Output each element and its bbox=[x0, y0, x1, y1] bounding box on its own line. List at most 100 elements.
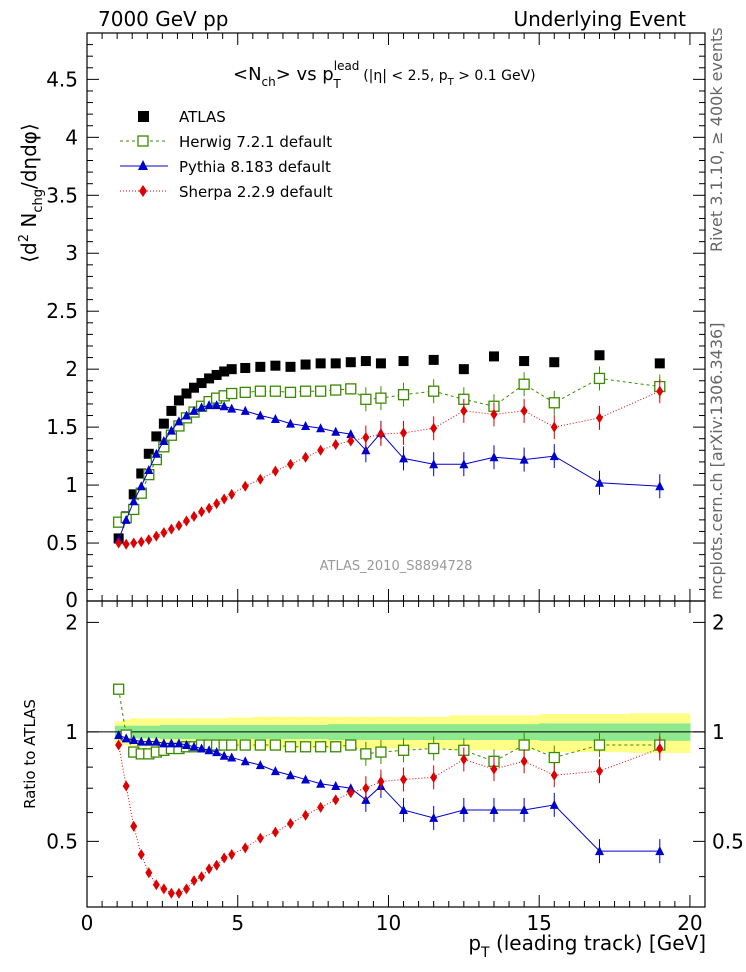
ratio-point-herwig bbox=[593, 739, 606, 751]
main-point-atlas bbox=[204, 373, 215, 384]
ratio-point-herwig bbox=[254, 739, 266, 751]
ratio-point-sherpa bbox=[190, 875, 198, 887]
main-point-atlas bbox=[360, 356, 371, 367]
main-point-pythia bbox=[212, 400, 222, 410]
main-point-sherpa bbox=[228, 488, 236, 500]
main-point-atlas bbox=[428, 354, 439, 365]
ratio-point-sherpa bbox=[302, 809, 310, 821]
side-text-rivet: Rivet 3.1.10, ≥ 400k events bbox=[707, 27, 726, 252]
main-point-herwig bbox=[269, 385, 282, 397]
ratio-point-herwig bbox=[375, 746, 387, 758]
ylabel-sub-chg: chg bbox=[31, 189, 46, 213]
axes: 0 5 10 15 20 0.5 1 1.5 2 2.5 3 3.5 4 4.5 0.5 0.5 1 1 2 2 bbox=[46, 33, 744, 935]
ratio-point-herwig bbox=[113, 683, 125, 695]
ratio-point-sherpa bbox=[198, 871, 206, 883]
main-point-herwig bbox=[254, 385, 266, 397]
ratio-point-sherpa bbox=[400, 773, 408, 785]
ratio-point-pythia bbox=[114, 730, 124, 740]
ratio-y-tick-label-right: 1 bbox=[712, 720, 725, 744]
ratio-point-sherpa bbox=[271, 826, 279, 838]
main-point-herwig bbox=[375, 392, 387, 404]
ylabel-sup2: 2 bbox=[17, 234, 32, 242]
main-plot-area bbox=[113, 350, 666, 550]
ratio-point-pythia bbox=[594, 846, 604, 856]
ratio-point-pythia bbox=[519, 804, 529, 814]
ratio-point-pythia bbox=[270, 766, 280, 776]
main-point-pythia bbox=[285, 418, 295, 428]
main-point-sherpa bbox=[347, 435, 355, 447]
ratio-point-pythia bbox=[166, 738, 176, 748]
ratio-point-pythia bbox=[121, 733, 131, 743]
ylabel-part-b: N bbox=[17, 213, 41, 234]
main-point-pythia bbox=[316, 423, 326, 433]
main-line-sherpa bbox=[118, 390, 660, 545]
ratio-point-pythia bbox=[255, 760, 265, 770]
ratio-ylabel: Ratio to ATLAS bbox=[21, 699, 39, 809]
main-y-tick-label: 3.5 bbox=[46, 183, 78, 207]
main-point-pythia bbox=[240, 405, 250, 415]
x-tick-label: 20 bbox=[677, 911, 702, 935]
ratio-point-pythia bbox=[189, 741, 199, 751]
main-point-atlas bbox=[211, 369, 222, 380]
legend-label-herwig: Herwig 7.2.1 default bbox=[179, 133, 332, 151]
main-point-sherpa bbox=[256, 473, 264, 485]
ratio-point-pythia bbox=[174, 738, 184, 748]
main-point-sherpa bbox=[213, 498, 221, 510]
main-point-pythia bbox=[219, 401, 229, 411]
ratio-point-pythia bbox=[219, 750, 229, 760]
ratio-point-sherpa bbox=[460, 753, 468, 765]
ratio-point-sherpa bbox=[228, 849, 236, 861]
main-point-sherpa bbox=[317, 444, 325, 456]
ratio-point-pythia bbox=[197, 743, 207, 753]
ratio-point-sherpa bbox=[490, 763, 498, 775]
main-point-pythia bbox=[151, 448, 161, 458]
ratio-point-pythia bbox=[181, 740, 191, 750]
ratio-point-pythia bbox=[316, 778, 326, 788]
main-point-sherpa bbox=[520, 405, 528, 417]
main-point-atlas bbox=[143, 448, 154, 459]
main-point-atlas bbox=[151, 431, 162, 442]
main-point-atlas bbox=[189, 382, 200, 393]
main-point-sherpa bbox=[460, 405, 468, 417]
ratio-point-pythia bbox=[399, 804, 409, 814]
ratio-point-pythia bbox=[285, 770, 295, 780]
main-point-sherpa bbox=[332, 439, 340, 451]
main-point-pythia bbox=[129, 496, 139, 506]
ratio-point-herwig bbox=[518, 739, 530, 751]
main-point-pythia bbox=[166, 425, 176, 435]
title-part-b: > vs p bbox=[276, 64, 334, 85]
main-point-atlas bbox=[166, 405, 177, 416]
ratio-y-tick-label: 0.5 bbox=[46, 829, 78, 853]
main-point-sherpa bbox=[550, 421, 558, 433]
main-point-sherpa bbox=[115, 537, 123, 549]
ratio-point-herwig bbox=[269, 739, 282, 751]
xlabel-sub-t: T bbox=[480, 945, 490, 961]
ratio-point-herwig bbox=[299, 741, 312, 753]
ratio-point-sherpa bbox=[205, 863, 213, 875]
main-point-sherpa bbox=[190, 510, 198, 522]
ratio-point-sherpa bbox=[520, 755, 528, 767]
main-point-sherpa bbox=[160, 527, 168, 539]
main-point-pythia bbox=[121, 514, 131, 524]
ratio-point-herwig bbox=[239, 739, 251, 751]
title-sup-lead: lead bbox=[334, 59, 360, 73]
main-point-atlas bbox=[315, 358, 326, 369]
main-point-sherpa bbox=[182, 515, 190, 527]
main-y-zero-label: 0 bbox=[65, 588, 78, 612]
side-text-mcplots: mcplots.cern.ch [arXiv:1306.3436] bbox=[707, 323, 726, 600]
ratio-point-sherpa bbox=[122, 780, 130, 792]
main-point-herwig bbox=[360, 393, 372, 405]
main-point-sherpa bbox=[122, 538, 130, 550]
ratio-point-pythia bbox=[655, 846, 665, 856]
main-point-herwig bbox=[284, 386, 297, 398]
main-point-pythia bbox=[227, 403, 237, 413]
ratio-y-tick-label: 2 bbox=[65, 610, 78, 634]
main-point-atlas bbox=[240, 363, 251, 374]
ratio-point-sherpa bbox=[362, 782, 370, 794]
main-point-atlas bbox=[285, 361, 296, 372]
main-point-herwig bbox=[239, 386, 251, 398]
ratio-point-sherpa bbox=[595, 765, 603, 777]
x-tick-label: 10 bbox=[376, 911, 401, 935]
ratio-point-sherpa bbox=[317, 801, 325, 813]
